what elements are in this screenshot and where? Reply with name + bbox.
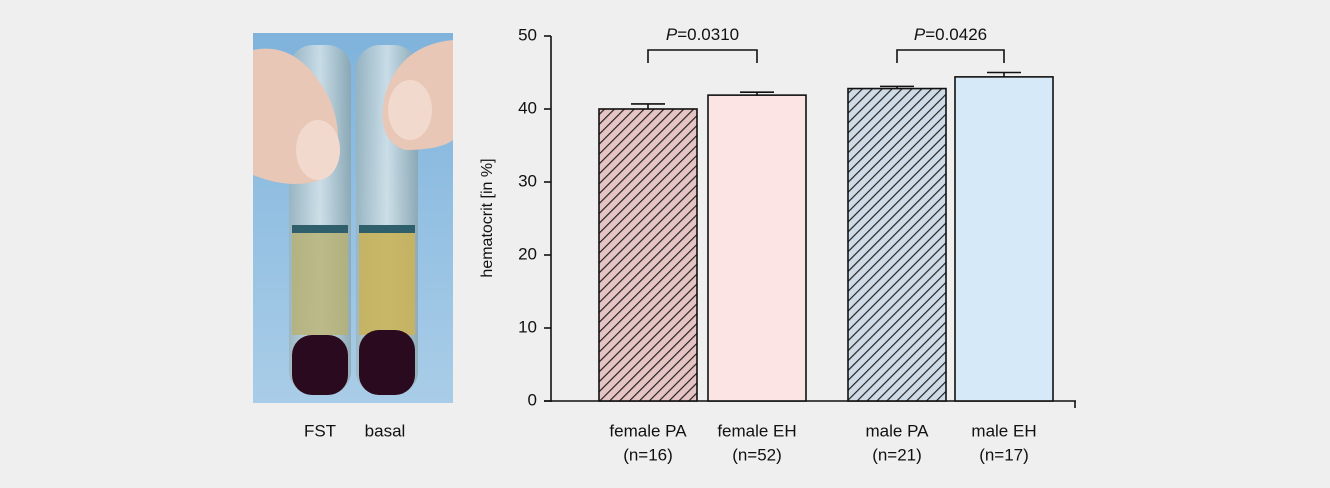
sample-size: (n=52) bbox=[732, 445, 782, 464]
photo-label: basal bbox=[365, 421, 406, 440]
x-tick-label: male PA bbox=[866, 421, 930, 440]
sample-size: (n=16) bbox=[623, 445, 673, 464]
y-tick-label: 50 bbox=[518, 25, 537, 44]
photo bbox=[253, 33, 453, 403]
p-label: =0.0426 bbox=[925, 25, 987, 44]
y-tick-label: 10 bbox=[518, 317, 537, 336]
p-label: =0.0310 bbox=[677, 25, 739, 44]
p-value: P=0.0310 bbox=[666, 25, 739, 44]
significance-bracket bbox=[647, 49, 758, 63]
y-tick-label: 20 bbox=[518, 244, 537, 263]
x-tick-label: female PA bbox=[609, 421, 687, 440]
y-tick-label: 0 bbox=[528, 390, 537, 409]
significance-bracket bbox=[896, 49, 1005, 63]
bar bbox=[954, 76, 1054, 402]
y-axis-label: hematocrit [in %] bbox=[479, 158, 496, 277]
x-tick-label: female EH bbox=[717, 421, 796, 440]
bar bbox=[598, 108, 698, 402]
bar bbox=[847, 87, 947, 402]
x-tick-label: male EH bbox=[971, 421, 1036, 440]
sample-size: (n=21) bbox=[872, 445, 922, 464]
p-symbol: P bbox=[914, 25, 926, 44]
p-value: P=0.0426 bbox=[914, 25, 987, 44]
y-tick-label: 40 bbox=[518, 98, 537, 117]
bar bbox=[707, 94, 807, 402]
photo-label: FST bbox=[304, 421, 336, 440]
sample-size: (n=17) bbox=[979, 445, 1029, 464]
p-symbol: P bbox=[666, 25, 678, 44]
y-tick-label: 30 bbox=[518, 171, 537, 190]
